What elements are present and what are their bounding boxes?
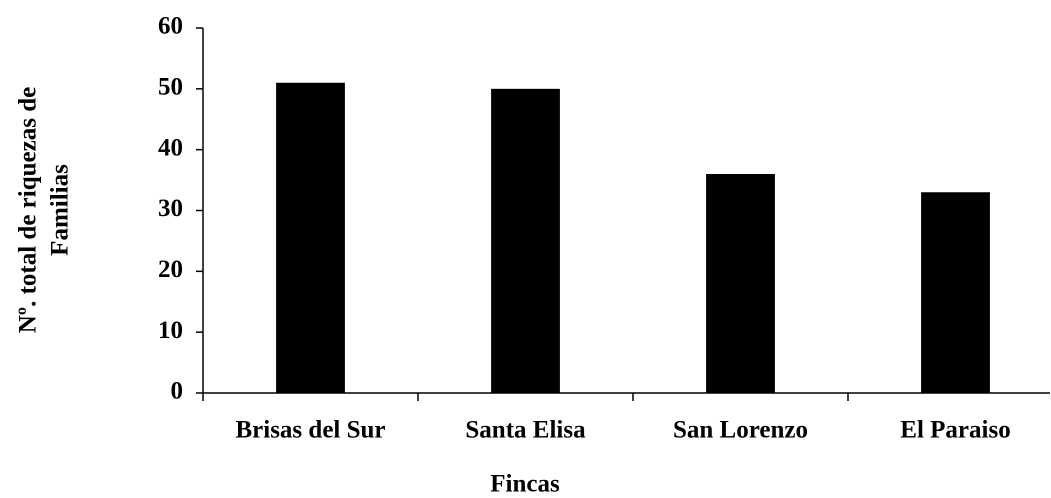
bar [921, 192, 990, 393]
y-tick-label: 40 [158, 134, 183, 161]
y-tick-label: 60 [158, 13, 183, 40]
x-tick-label: El Paraiso [900, 417, 1010, 444]
x-tick-label: San Lorenzo [673, 417, 808, 444]
x-tick-label: Santa Elisa [465, 417, 586, 444]
y-axis-label: Nº. total de riquezas de [15, 87, 42, 333]
y-tick-label: 30 [158, 195, 183, 222]
bar [276, 82, 345, 393]
y-tick-label: 50 [158, 74, 183, 101]
x-axis-label: Fincas [490, 471, 560, 498]
x-tick-label: Brisas del Sur [235, 417, 385, 444]
y-tick-label: 0 [171, 378, 184, 405]
y-axis-label: Familias [47, 164, 74, 256]
bar [706, 174, 775, 393]
bar [491, 88, 560, 393]
y-tick-label: 20 [158, 256, 183, 283]
y-tick-label: 10 [158, 317, 183, 344]
